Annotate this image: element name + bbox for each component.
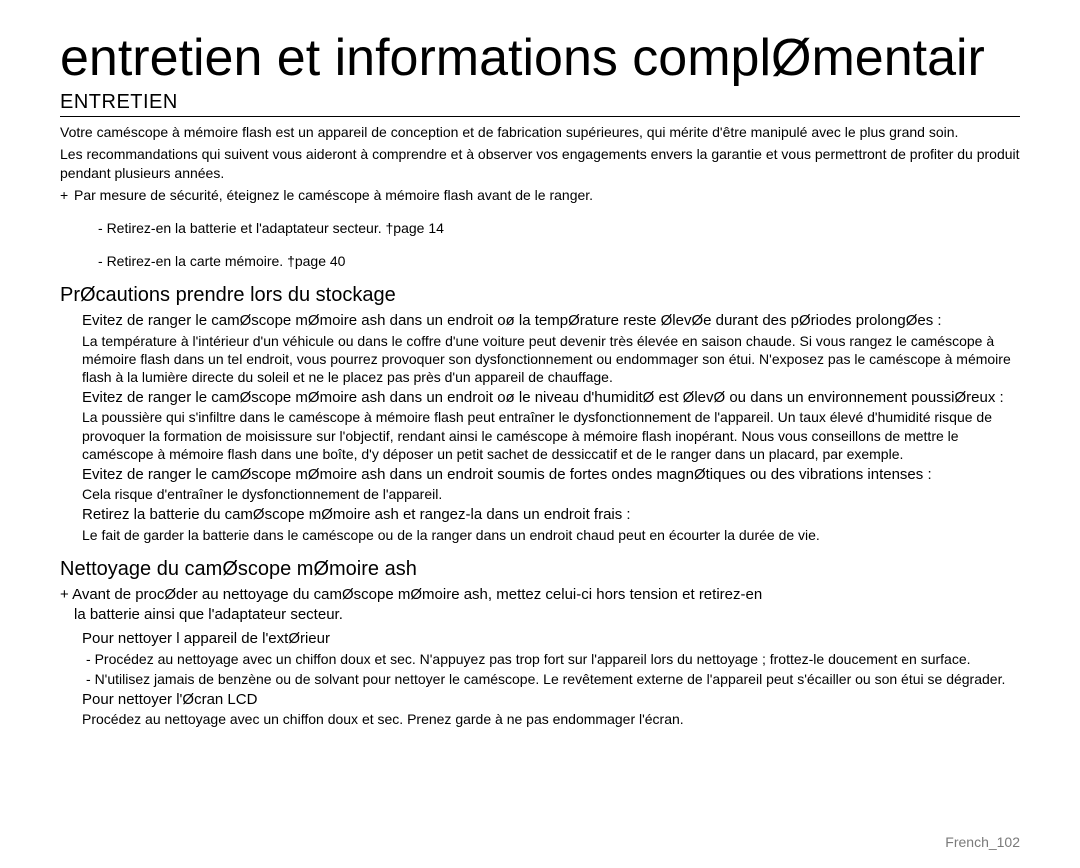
page-title: entretien et informations complØmentair xyxy=(60,30,1020,87)
clean-lcd-body: Procédez au nettoyage avec un chiffon do… xyxy=(82,710,1020,728)
storage-body-4: Le fait de garder la batterie dans le ca… xyxy=(82,526,1020,544)
section-header-entretien: ENTRETIEN xyxy=(60,91,1020,117)
safety-bullet: Par mesure de sécurité, éteignez le camé… xyxy=(60,186,1020,205)
storage-lead-1: Evitez de ranger le camØscope mØmoire as… xyxy=(82,311,1020,331)
heading-storage-precautions: PrØcautions prendre lors du stockage xyxy=(60,284,1020,307)
storage-lead-2: Evitez de ranger le camØscope mØmoire as… xyxy=(82,388,1020,408)
heading-cleaning: Nettoyage du camØscope mØmoire ash xyxy=(60,558,1020,581)
clean-lead-exterior: Pour nettoyer l appareil de l'extØrieur xyxy=(82,629,1020,649)
safety-sub-1: Retirez-en la batterie et l'adaptateur s… xyxy=(60,219,1020,238)
intro-line-1: Votre caméscope à mémoire flash est un a… xyxy=(60,123,1020,141)
storage-lead-3: Evitez de ranger le camØscope mØmoire as… xyxy=(82,465,1020,485)
safety-sub-2: Retirez-en la carte mémoire. †page 40 xyxy=(60,252,1020,271)
clean-precaution: Avant de procØder au nettoyage du camØsc… xyxy=(74,585,1020,605)
storage-body-1: La température à l'intérieur d'un véhicu… xyxy=(82,332,1020,387)
clean-exterior-dash-2: N'utilisez jamais de benzène ou de solva… xyxy=(100,670,1020,688)
clean-precaution-cont: la batterie ainsi que l'adaptateur secte… xyxy=(74,605,1020,625)
clean-exterior-dash-1: Procédez au nettoyage avec un chiffon do… xyxy=(100,650,1020,668)
page-number: French_102 xyxy=(945,834,1020,850)
storage-lead-4: Retirez la batterie du camØscope mØmoire… xyxy=(82,505,1020,525)
storage-body-2: La poussière qui s'infiltre dans le camé… xyxy=(82,408,1020,463)
storage-body-3: Cela risque d'entraîner le dysfonctionne… xyxy=(82,485,1020,503)
intro-line-2: Les recommandations qui suivent vous aid… xyxy=(60,145,1020,181)
clean-lead-lcd: Pour nettoyer l'Øcran LCD xyxy=(82,690,1020,710)
manual-page: entretien et informations complØmentair … xyxy=(0,0,1080,868)
